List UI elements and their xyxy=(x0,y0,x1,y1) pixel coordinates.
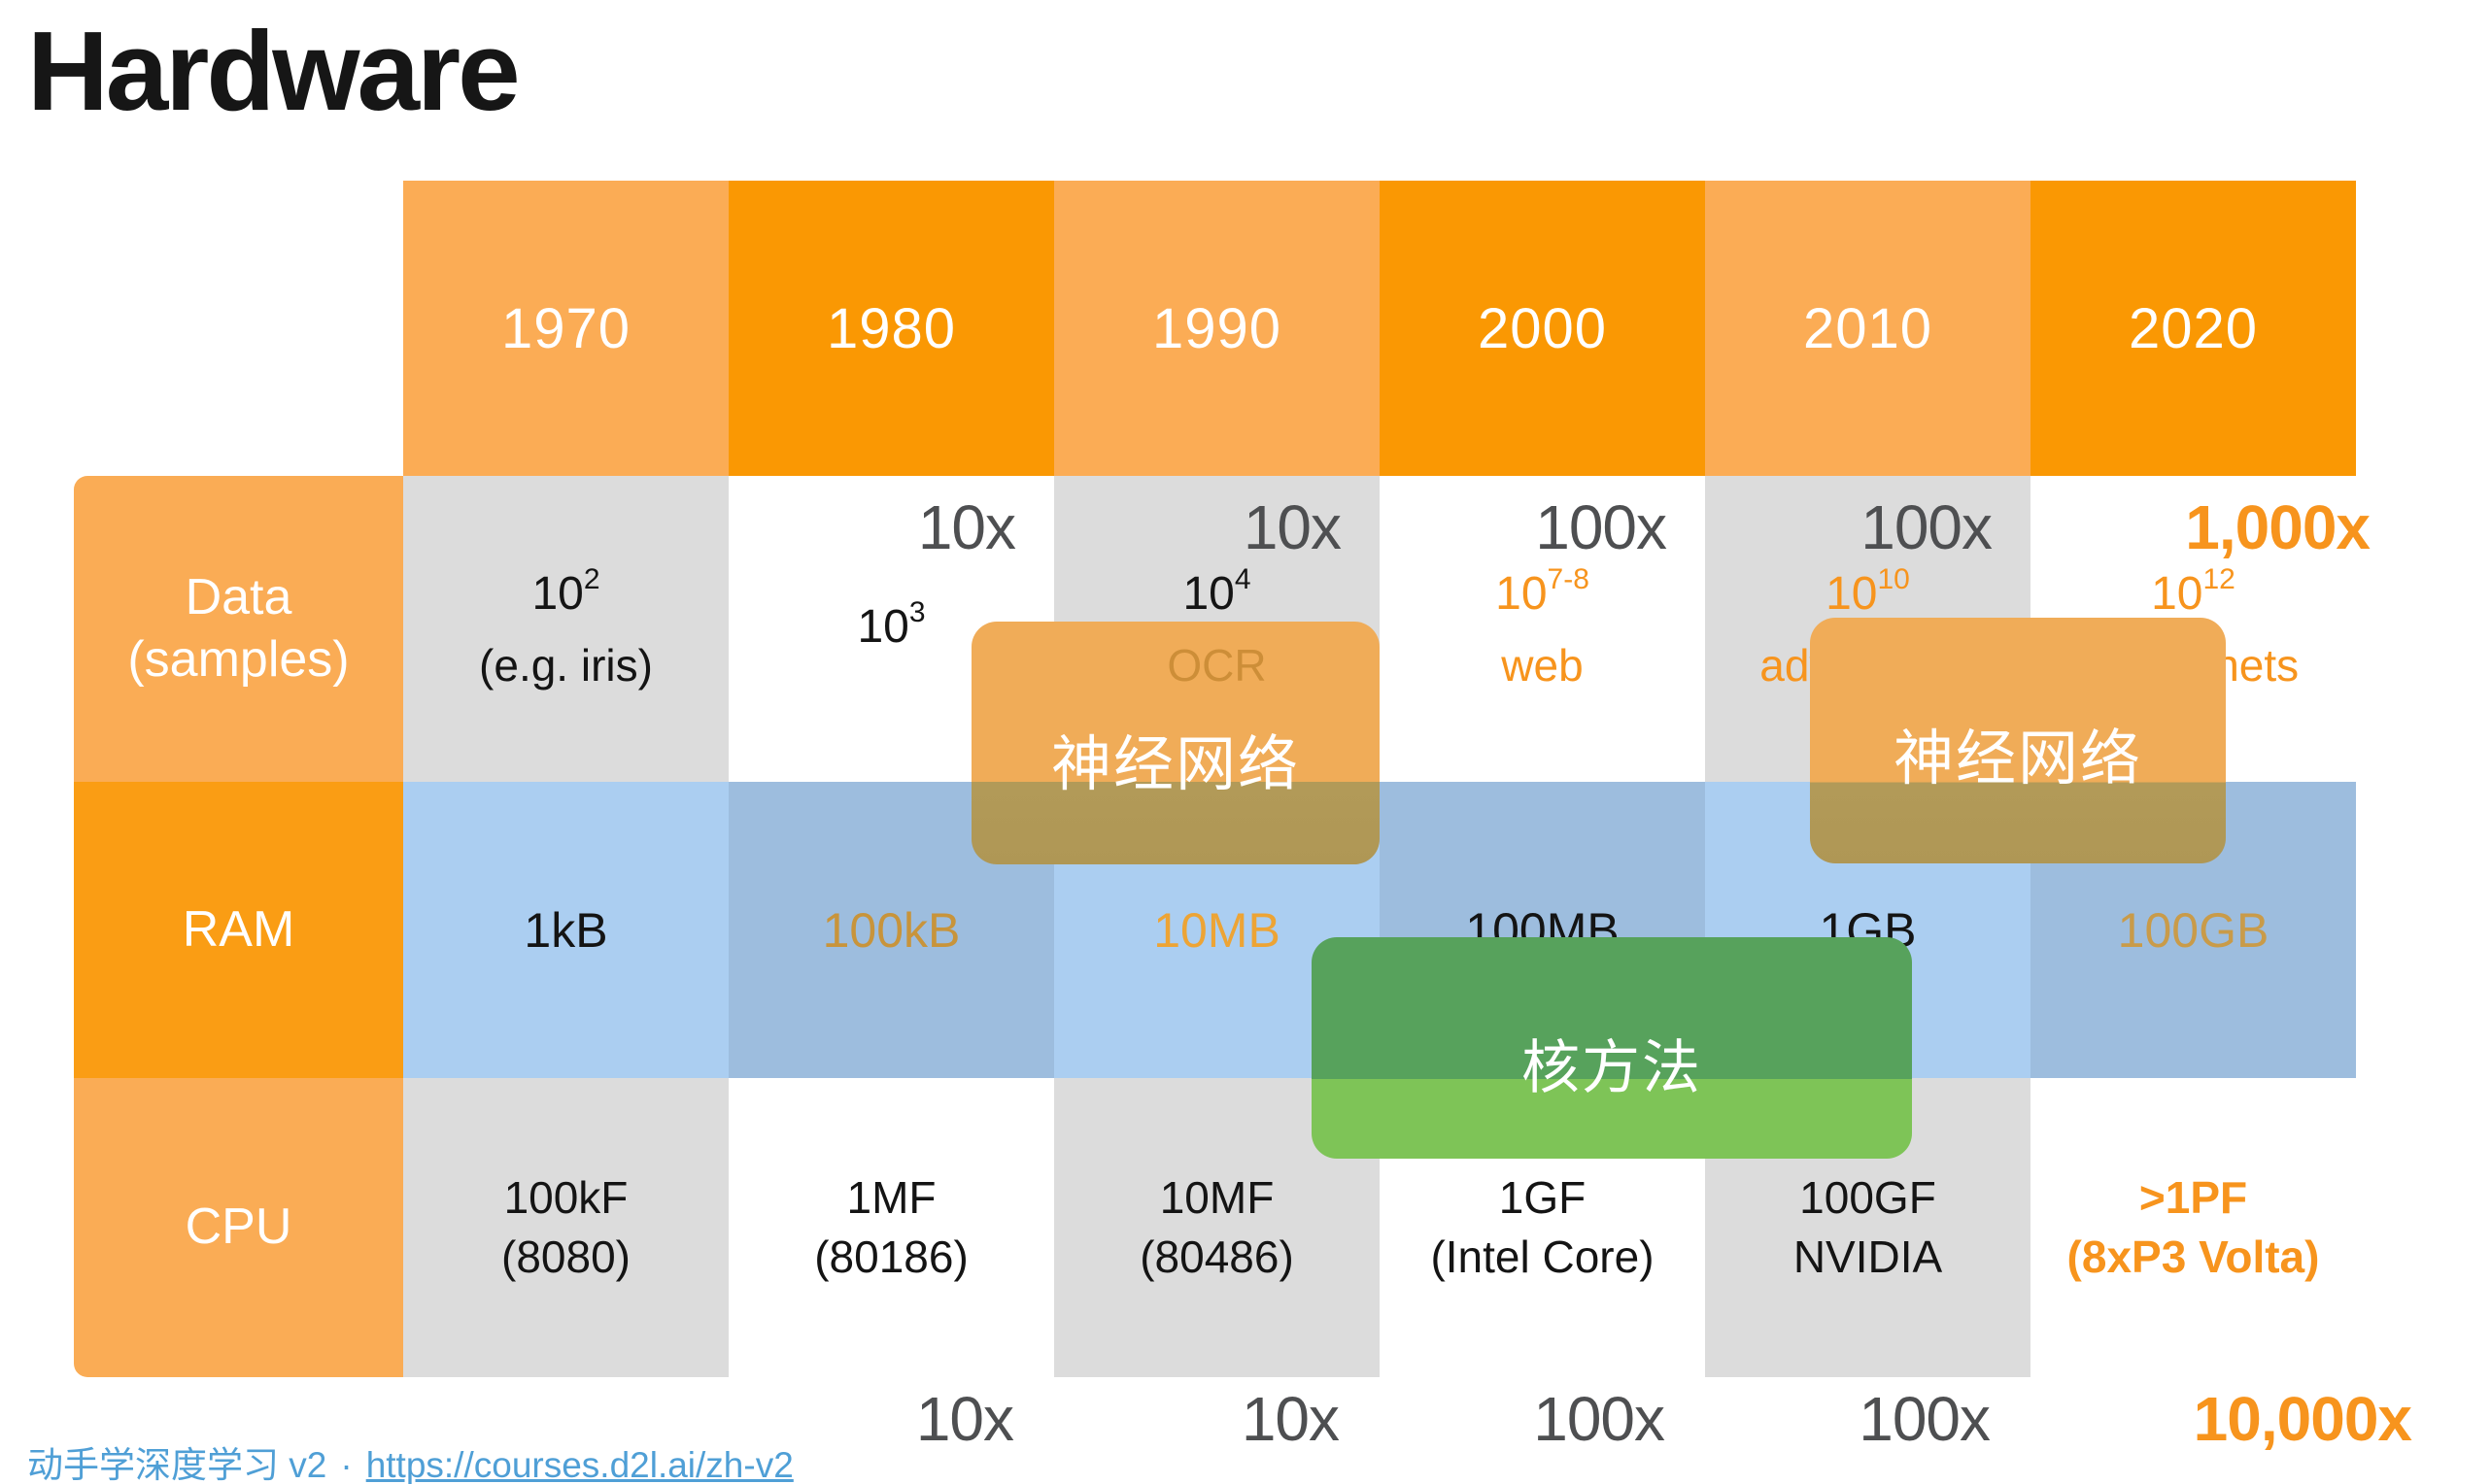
total-multiplier: 10x xyxy=(915,1384,1014,1454)
sample-count: 1010 xyxy=(1826,563,1910,620)
row-label-data: Data (samples) xyxy=(74,476,403,782)
neural-network-overlay-1: 神经网络 xyxy=(972,622,1380,864)
growth-multiplier: 100x xyxy=(1535,492,1667,562)
course-title: 动手学深度学习 v2 xyxy=(27,1445,327,1484)
neural-network-overlay-2: 神经网络 xyxy=(1810,618,2226,863)
growth-multiplier: 100x xyxy=(1860,492,1993,562)
ram-cell-1970: 1kB xyxy=(403,782,729,1078)
course-link[interactable]: https://courses.d2l.ai/zh-v2 xyxy=(365,1445,794,1484)
sample-count: 107-8 xyxy=(1495,563,1589,620)
footer: 动手学深度学习 v2 · https://courses.d2l.ai/zh-v2 xyxy=(27,1435,794,1484)
year-label: 1990 xyxy=(1151,296,1282,360)
sample-count: 1012 xyxy=(2151,563,2235,620)
cpu-cell-1980: 1MF (80186) xyxy=(729,1078,1054,1377)
total-multiplier: 10,000x xyxy=(2193,1384,2412,1454)
growth-multiplier: 1,000x xyxy=(2185,492,2371,562)
header-cell-2000: 2000 xyxy=(1380,181,1705,476)
header-cell-1980: 1980 xyxy=(729,181,1054,476)
header-cell-2010: 2010 xyxy=(1705,181,2030,476)
separator: · xyxy=(340,1445,353,1484)
sample-label: web xyxy=(1501,640,1584,691)
sample-count: 103 xyxy=(857,596,926,653)
total-multiplier: 10x xyxy=(1241,1384,1340,1454)
sample-count: 104 xyxy=(1182,563,1251,620)
header-cell-1990: 1990 xyxy=(1054,181,1380,476)
year-label: 1980 xyxy=(826,296,957,360)
year-label: 2000 xyxy=(1477,296,1608,360)
year-label: 2010 xyxy=(1802,296,1933,360)
sample-label: (e.g. iris) xyxy=(479,640,653,691)
data-cell-2000: 100x 107-8 web xyxy=(1380,476,1705,782)
row-label-cpu: CPU xyxy=(74,1078,403,1377)
growth-multiplier: 10x xyxy=(1243,492,1342,562)
data-cell-1970: 102 (e.g. iris) xyxy=(403,476,729,782)
header-cell-1970: 1970 xyxy=(403,181,729,476)
page-title: Hardware xyxy=(27,8,521,134)
sample-count: 102 xyxy=(531,563,600,620)
growth-multiplier: 10x xyxy=(917,492,1016,562)
total-multiplier: 100x xyxy=(1859,1384,1991,1454)
year-label: 2020 xyxy=(2128,296,2259,360)
year-label: 1970 xyxy=(500,296,631,360)
sample-label: OCR xyxy=(1167,640,1267,691)
cpu-cell-2020: >1PF (8xP3 Volta) xyxy=(2030,1078,2356,1377)
cpu-cell-1970: 100kF (8080) xyxy=(403,1078,729,1377)
row-label-ram: RAM xyxy=(74,782,403,1078)
header-cell-2020: 2020 xyxy=(2030,181,2356,476)
kernel-methods-overlay: 核方法 xyxy=(1312,937,1912,1159)
total-multiplier: 100x xyxy=(1533,1384,1665,1454)
